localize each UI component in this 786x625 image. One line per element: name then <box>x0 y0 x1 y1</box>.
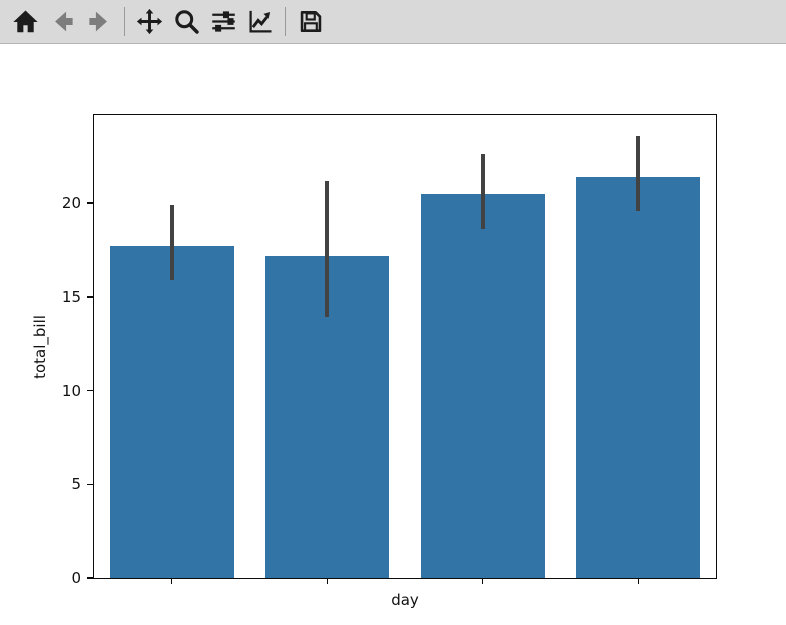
zoom-button[interactable] <box>169 4 205 40</box>
error-bar <box>169 204 174 280</box>
home-button[interactable] <box>8 4 44 40</box>
configure-subplots-button[interactable] <box>206 4 242 40</box>
bar <box>109 246 234 578</box>
x-axis-label: day <box>391 591 419 609</box>
bar <box>420 193 545 578</box>
bar <box>576 176 701 578</box>
axes-area[interactable]: total_bill day 0 5 10 15 20 <box>31 114 717 609</box>
forward-button[interactable] <box>82 4 118 40</box>
line-chart-icon <box>249 10 272 33</box>
y-tick-label: 15 <box>61 287 81 306</box>
pan-button[interactable] <box>132 4 168 40</box>
edit-parameters-button[interactable] <box>243 4 279 40</box>
y-tick <box>87 483 94 485</box>
floppy-save-icon <box>300 10 322 33</box>
y-tick <box>87 577 94 579</box>
figure-canvas[interactable]: total_bill day 0 5 10 15 20 <box>0 44 786 625</box>
y-axis-label-wrap: total_bill <box>28 115 52 578</box>
x-tick <box>482 578 484 584</box>
error-bar <box>325 180 330 318</box>
magnifier-icon <box>175 10 199 34</box>
x-tick <box>637 578 639 584</box>
x-tick <box>171 578 173 584</box>
pan-move-icon <box>136 8 163 35</box>
y-tick-label: 20 <box>61 194 81 213</box>
error-bar <box>480 154 485 230</box>
sliders-icon <box>212 11 235 32</box>
y-tick-label: 10 <box>61 381 81 400</box>
y-tick-label: 0 <box>71 569 81 587</box>
home-icon <box>13 10 38 33</box>
error-bar <box>636 135 641 211</box>
back-arrow-icon <box>55 11 73 32</box>
y-tick <box>87 296 94 298</box>
forward-arrow-icon <box>89 11 107 32</box>
x-tick <box>326 578 328 584</box>
matplotlib-toolbar <box>0 0 786 44</box>
y-tick-label: 5 <box>71 475 81 494</box>
y-axis-label: total_bill <box>31 314 50 379</box>
toolbar-separator <box>285 7 286 36</box>
back-button[interactable] <box>45 4 81 40</box>
save-button[interactable] <box>293 4 329 40</box>
y-tick <box>87 389 94 392</box>
toolbar-separator <box>124 7 125 36</box>
y-tick <box>87 202 94 204</box>
